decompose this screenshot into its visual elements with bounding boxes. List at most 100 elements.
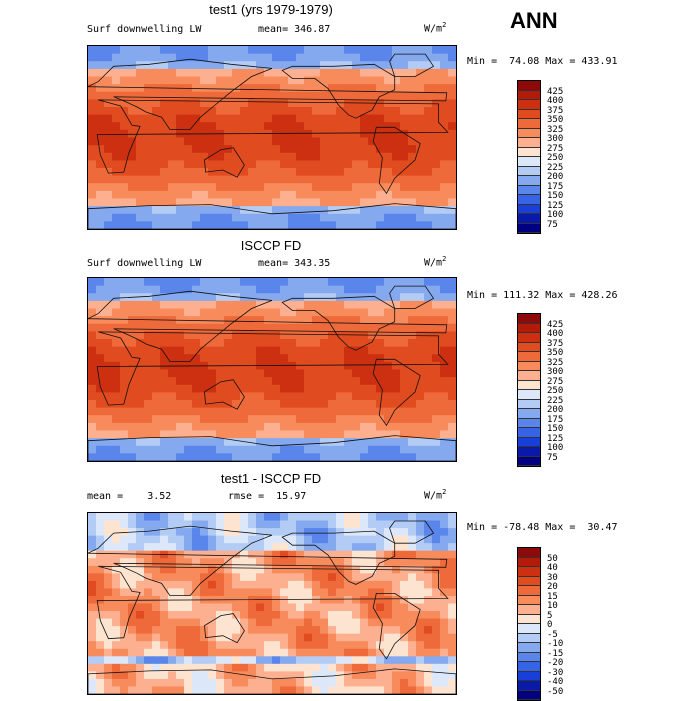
map-cell xyxy=(408,535,417,544)
map-cell xyxy=(360,595,369,605)
map-cell xyxy=(192,198,201,207)
map-cell xyxy=(328,648,337,657)
map-cell xyxy=(440,550,449,559)
map-cell xyxy=(392,190,401,200)
map-cell xyxy=(104,445,113,454)
map-cell xyxy=(248,61,257,70)
map-cell xyxy=(136,543,145,552)
map-cell xyxy=(376,114,385,123)
map-cell xyxy=(272,84,281,93)
map-cell xyxy=(336,603,345,612)
map-cell xyxy=(248,384,257,393)
map-cell xyxy=(176,369,185,378)
map-cell xyxy=(152,430,161,439)
map-cell xyxy=(224,513,233,522)
map-cell xyxy=(224,422,233,432)
map-cell xyxy=(160,107,169,116)
colorbar-swatch xyxy=(518,624,540,634)
map-cell xyxy=(104,114,113,123)
map-field xyxy=(88,278,456,461)
map-cell xyxy=(376,53,385,62)
map-cell xyxy=(104,46,113,55)
map-cell xyxy=(152,168,161,177)
colorbar-level-label: 200 xyxy=(547,405,564,415)
map-cell xyxy=(448,528,456,537)
map-cell xyxy=(432,445,441,454)
map-cell xyxy=(368,528,377,537)
map-cell xyxy=(240,377,249,386)
map-cell xyxy=(248,369,257,378)
map-cell xyxy=(240,558,249,567)
map-cell xyxy=(280,145,289,154)
map-cell xyxy=(416,323,425,332)
map-cell xyxy=(144,528,153,537)
map-cell xyxy=(256,430,265,439)
map-cell xyxy=(88,316,97,325)
map-cell xyxy=(296,565,305,574)
map-cell xyxy=(152,415,161,424)
map-cell xyxy=(448,84,456,93)
map-cell xyxy=(320,99,329,108)
map-cell xyxy=(232,160,241,169)
map-cell xyxy=(440,323,449,332)
map-cell xyxy=(232,686,241,694)
map-cell xyxy=(416,400,425,409)
map-cell xyxy=(392,618,401,627)
map-cell xyxy=(368,175,377,184)
map-cell xyxy=(288,422,297,432)
map-cell xyxy=(200,573,209,582)
map-cell xyxy=(176,308,185,317)
map-cell xyxy=(368,300,377,310)
map-cell xyxy=(272,430,281,439)
map-cell xyxy=(336,99,345,108)
map-cell xyxy=(440,422,449,432)
map-cell xyxy=(128,198,137,207)
map-cell xyxy=(296,99,305,108)
map-cell xyxy=(360,565,369,574)
map-cell xyxy=(304,129,313,139)
map-cell xyxy=(424,190,433,200)
map-cell xyxy=(400,618,409,627)
map-cell xyxy=(328,168,337,177)
map-cell xyxy=(288,384,297,393)
map-cell xyxy=(280,369,289,378)
map-cell xyxy=(312,152,321,161)
map-cell xyxy=(448,190,456,200)
map-cell xyxy=(216,316,225,325)
map-cell xyxy=(296,603,305,612)
map-cell xyxy=(248,430,257,439)
map-cell xyxy=(176,53,185,62)
colorbar-swatch xyxy=(518,138,540,148)
map-cell xyxy=(208,633,217,642)
map-cell xyxy=(120,686,129,694)
map-cell xyxy=(296,453,305,461)
map-cell xyxy=(400,400,409,409)
map-cell xyxy=(264,550,273,559)
map-cell xyxy=(360,422,369,432)
map-cell xyxy=(168,392,177,401)
map-cell xyxy=(128,46,137,55)
map-cell xyxy=(104,221,113,229)
map-cell xyxy=(120,565,129,574)
map-cell xyxy=(320,678,329,688)
map-cell xyxy=(368,91,377,100)
map-cell xyxy=(144,377,153,386)
map-cell xyxy=(288,520,297,529)
map-cell xyxy=(320,190,329,200)
map-cell xyxy=(352,580,361,590)
map-cell xyxy=(344,377,353,386)
colorbar-level-label: 125 xyxy=(547,200,564,211)
map-cell xyxy=(440,183,449,192)
map-cell xyxy=(440,430,449,439)
map-cell xyxy=(152,528,161,537)
map-cell xyxy=(200,400,209,409)
map-cell xyxy=(136,198,145,207)
map-cell xyxy=(168,678,177,688)
map-cell xyxy=(376,678,385,688)
map-cell xyxy=(176,285,185,294)
map-cell xyxy=(184,76,193,85)
map-cell xyxy=(400,588,409,597)
map-cell xyxy=(296,422,305,432)
colorbar-level-label: 350 xyxy=(547,115,564,125)
units-base: W/m xyxy=(424,490,443,502)
